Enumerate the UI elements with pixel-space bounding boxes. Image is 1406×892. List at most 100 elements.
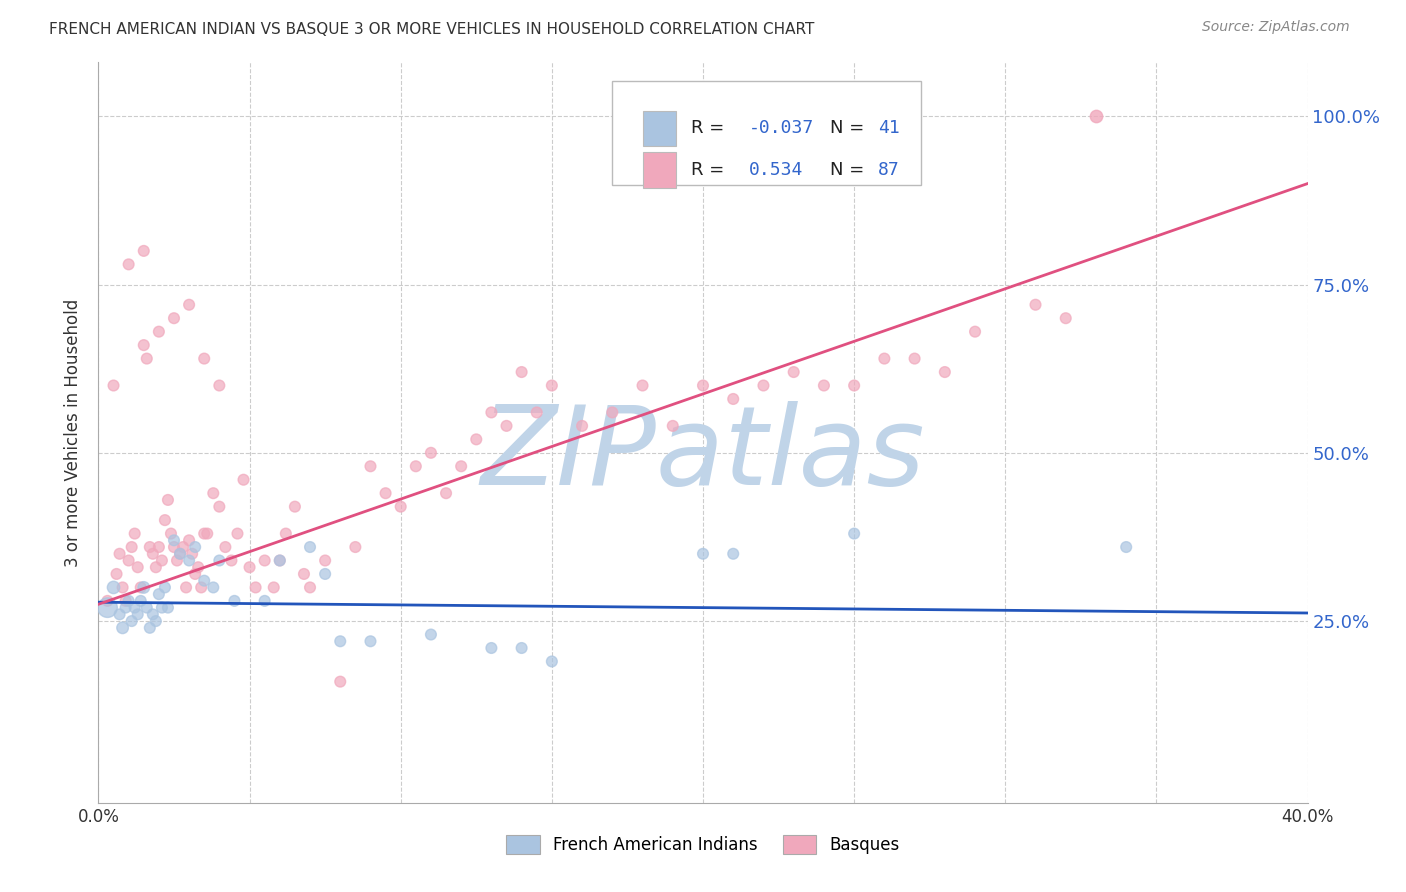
Point — [692, 547, 714, 561]
Point — [148, 587, 170, 601]
Point — [160, 526, 183, 541]
Point — [1085, 109, 1108, 123]
Point — [965, 325, 987, 339]
Point — [195, 526, 218, 541]
Point — [163, 533, 186, 548]
Point — [121, 540, 143, 554]
Point — [174, 581, 197, 595]
Point — [434, 486, 457, 500]
Point — [124, 526, 146, 541]
Point — [450, 459, 472, 474]
Point — [481, 405, 503, 419]
Point — [181, 547, 204, 561]
Point — [873, 351, 896, 366]
Point — [208, 500, 231, 514]
Point — [374, 486, 396, 500]
Point — [274, 526, 297, 541]
Point — [108, 547, 131, 561]
Point — [465, 433, 488, 447]
Point — [108, 607, 131, 622]
Point — [163, 311, 186, 326]
Point — [111, 621, 134, 635]
Point — [360, 634, 382, 648]
Point — [114, 600, 136, 615]
Point — [510, 365, 533, 379]
Point — [661, 418, 683, 433]
Point — [221, 553, 243, 567]
Point — [783, 365, 806, 379]
Point — [127, 560, 149, 574]
Point — [193, 351, 215, 366]
Text: Source: ZipAtlas.com: Source: ZipAtlas.com — [1202, 20, 1350, 34]
Point — [344, 540, 367, 554]
Point — [187, 560, 209, 574]
Y-axis label: 3 or more Vehicles in Household: 3 or more Vehicles in Household — [65, 299, 83, 566]
Point — [269, 553, 291, 567]
Point — [226, 526, 249, 541]
Point — [214, 540, 236, 554]
Text: R =: R = — [690, 120, 730, 137]
Bar — [643, 111, 676, 146]
Point — [239, 560, 262, 574]
Point — [284, 500, 307, 514]
Point — [1054, 311, 1077, 326]
Point — [145, 614, 167, 628]
Point — [153, 513, 176, 527]
Point — [631, 378, 654, 392]
Point — [148, 325, 170, 339]
Point — [156, 600, 179, 615]
Point — [166, 553, 188, 567]
Text: R =: R = — [690, 161, 735, 179]
Legend: French American Indians, Basques: French American Indians, Basques — [499, 829, 907, 861]
Point — [179, 298, 201, 312]
Point — [314, 553, 336, 567]
Point — [1024, 298, 1046, 312]
Point — [292, 566, 315, 581]
Point — [150, 553, 173, 567]
Text: 0.534: 0.534 — [749, 161, 803, 179]
Point — [299, 540, 322, 554]
Point — [96, 594, 118, 608]
Point — [481, 640, 503, 655]
Text: ZIPatlas: ZIPatlas — [481, 401, 925, 508]
Point — [202, 581, 225, 595]
Point — [245, 581, 267, 595]
Point — [96, 600, 118, 615]
Point — [190, 581, 212, 595]
Point — [184, 540, 207, 554]
Point — [118, 553, 141, 567]
Point — [103, 378, 125, 392]
Point — [540, 378, 562, 392]
Text: FRENCH AMERICAN INDIAN VS BASQUE 3 OR MORE VEHICLES IN HOUSEHOLD CORRELATION CHA: FRENCH AMERICAN INDIAN VS BASQUE 3 OR MO… — [49, 22, 814, 37]
Point — [169, 547, 191, 561]
Point — [121, 614, 143, 628]
Point — [540, 655, 562, 669]
Point — [142, 547, 165, 561]
Point — [111, 581, 134, 595]
Point — [329, 634, 352, 648]
Text: 87: 87 — [879, 161, 900, 179]
Point — [179, 553, 201, 567]
Text: N =: N = — [830, 120, 870, 137]
Point — [253, 553, 276, 567]
Text: 41: 41 — [879, 120, 900, 137]
Point — [105, 566, 128, 581]
Point — [692, 378, 714, 392]
Point — [139, 540, 162, 554]
Point — [253, 594, 276, 608]
Point — [904, 351, 927, 366]
Point — [142, 607, 165, 622]
Point — [232, 473, 254, 487]
Point — [135, 600, 157, 615]
Text: N =: N = — [830, 161, 870, 179]
Point — [132, 581, 155, 595]
Point — [269, 553, 291, 567]
Point — [135, 351, 157, 366]
Point — [124, 600, 146, 615]
Point — [118, 594, 141, 608]
Point — [571, 418, 593, 433]
Point — [389, 500, 412, 514]
Point — [139, 621, 162, 635]
Point — [526, 405, 548, 419]
Point — [602, 405, 624, 419]
